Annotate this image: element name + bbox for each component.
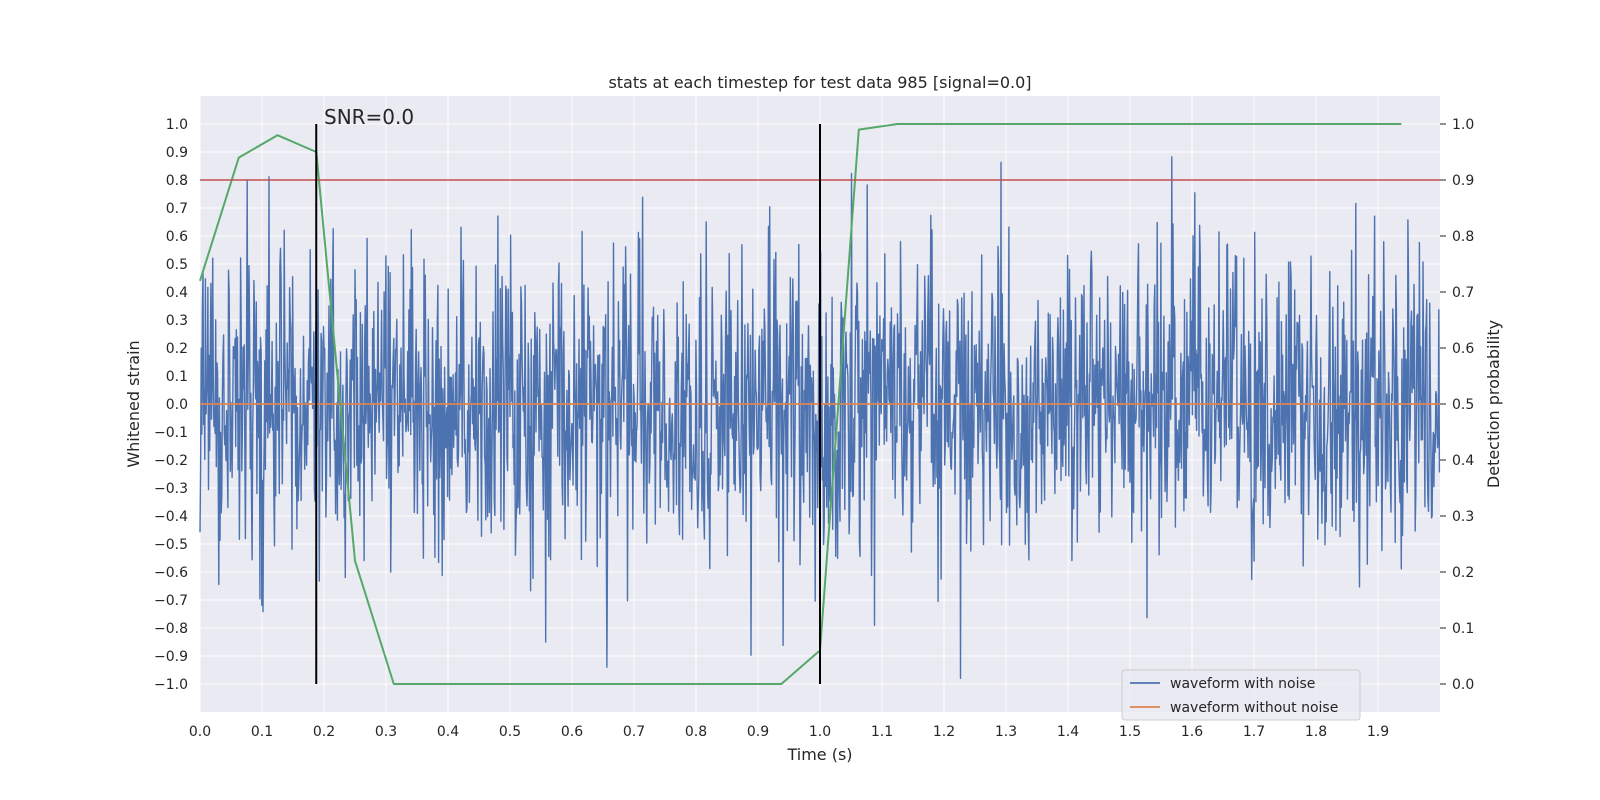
- y-tick-label: 0.6: [166, 229, 188, 245]
- x-tick-label: 0.1: [251, 724, 273, 740]
- y-axis-left: 1.0 0.9 0.8 0.7 0.6 0.5 0.4 0.3 0.2 0.1 0.0 −0.1 −0.…: [154, 117, 188, 693]
- x-tick-label: 0.4: [437, 724, 459, 740]
- y-tick-label: 0.3: [166, 313, 188, 329]
- x-tick-label: 0.6: [561, 724, 583, 740]
- reference-lines: [200, 124, 1440, 684]
- y-tick-label: 0.8: [166, 173, 188, 189]
- y-tick-label: 0.4: [166, 285, 188, 301]
- y2-tick-label: 0.7: [1452, 285, 1474, 301]
- x-tick-label: 1.5: [1119, 724, 1141, 740]
- y-tick-label: −0.6: [154, 565, 188, 581]
- y-tick-label: −0.1: [154, 425, 188, 441]
- x-tick-label: 0.3: [375, 724, 397, 740]
- legend: waveform with noise waveform without noi…: [1121, 669, 1361, 721]
- y-tick-label: −0.9: [154, 649, 188, 665]
- y-tick-label: 0.9: [166, 145, 188, 161]
- y-tick-label: −0.5: [154, 537, 188, 553]
- y-tick-label: −0.2: [154, 453, 188, 469]
- x-tick-label: 0.0: [189, 724, 211, 740]
- y2-tick-label: 0.2: [1452, 565, 1474, 581]
- y2-tick-label: 1.0: [1452, 117, 1474, 133]
- y2-tick-label: 0.1: [1452, 621, 1474, 637]
- x-axis-label: Time (s): [786, 745, 852, 764]
- detection-probability-line: [199, 123, 1402, 685]
- x-tick-label: 1.6: [1181, 724, 1203, 740]
- y2-tick-label: 0.3: [1452, 509, 1474, 525]
- x-tick-label: 1.9: [1367, 724, 1389, 740]
- x-tick-label: 0.9: [747, 724, 769, 740]
- x-tick-label: 0.8: [685, 724, 707, 740]
- y-tick-label: 0.1: [166, 369, 188, 385]
- x-tick-label: 1.0: [809, 724, 831, 740]
- y-tick-label: −0.7: [154, 593, 188, 609]
- detection-probability-series: [199, 123, 1402, 685]
- chart-title: stats at each timestep for test data 985…: [608, 73, 1031, 92]
- legend-label-noisy: waveform with noise: [1170, 676, 1315, 692]
- y2-tick-label: 0.6: [1452, 341, 1474, 357]
- x-tick-label: 1.7: [1243, 724, 1265, 740]
- x-tick-label: 0.5: [499, 724, 521, 740]
- x-tick-label: 1.8: [1305, 724, 1327, 740]
- x-tick-label: 1.3: [995, 724, 1017, 740]
- y2-tick-label: 0.0: [1452, 677, 1474, 693]
- y-tick-label: 0.2: [166, 341, 188, 357]
- y-tick-label: 0.5: [166, 257, 188, 273]
- x-tick-label: 1.1: [871, 724, 893, 740]
- legend-box: [1121, 669, 1361, 721]
- x-tick-label: 0.2: [313, 724, 335, 740]
- y2-tick-label: 0.8: [1452, 229, 1474, 245]
- x-tick-label: 1.4: [1057, 724, 1079, 740]
- y2-axis-label: Detection probability: [1484, 320, 1503, 488]
- y-tick-label: 0.7: [166, 201, 188, 217]
- x-tick-label: 0.7: [623, 724, 645, 740]
- y-tick-label: −0.3: [154, 481, 188, 497]
- legend-label-clean: waveform without noise: [1170, 700, 1338, 716]
- y2-tick-label: 0.4: [1452, 453, 1474, 469]
- snr-annotation: SNR=0.0: [324, 105, 414, 129]
- y-tick-label: −1.0: [154, 677, 188, 693]
- y2-tick-label: 0.9: [1452, 173, 1474, 189]
- y-tick-label: 0.0: [166, 397, 188, 413]
- y-tick-label: −0.8: [154, 621, 188, 637]
- y-axis-right: 1.0 0.9 0.8 0.7 0.6 0.5 0.4 0.3 0.2 0.1 0.0: [1440, 117, 1474, 693]
- y2-tick-label: 0.5: [1452, 397, 1474, 413]
- y-tick-label: −0.4: [154, 509, 188, 525]
- x-tick-label: 1.2: [933, 724, 955, 740]
- x-axis: 0.0 0.1 0.2 0.3 0.4 0.5 0.6 0.7 0.8 0.9 1.0 1.1 1.2 1…: [189, 724, 1389, 740]
- y-axis-label: Whitened strain: [124, 340, 143, 467]
- y-tick-label: 1.0: [166, 117, 188, 133]
